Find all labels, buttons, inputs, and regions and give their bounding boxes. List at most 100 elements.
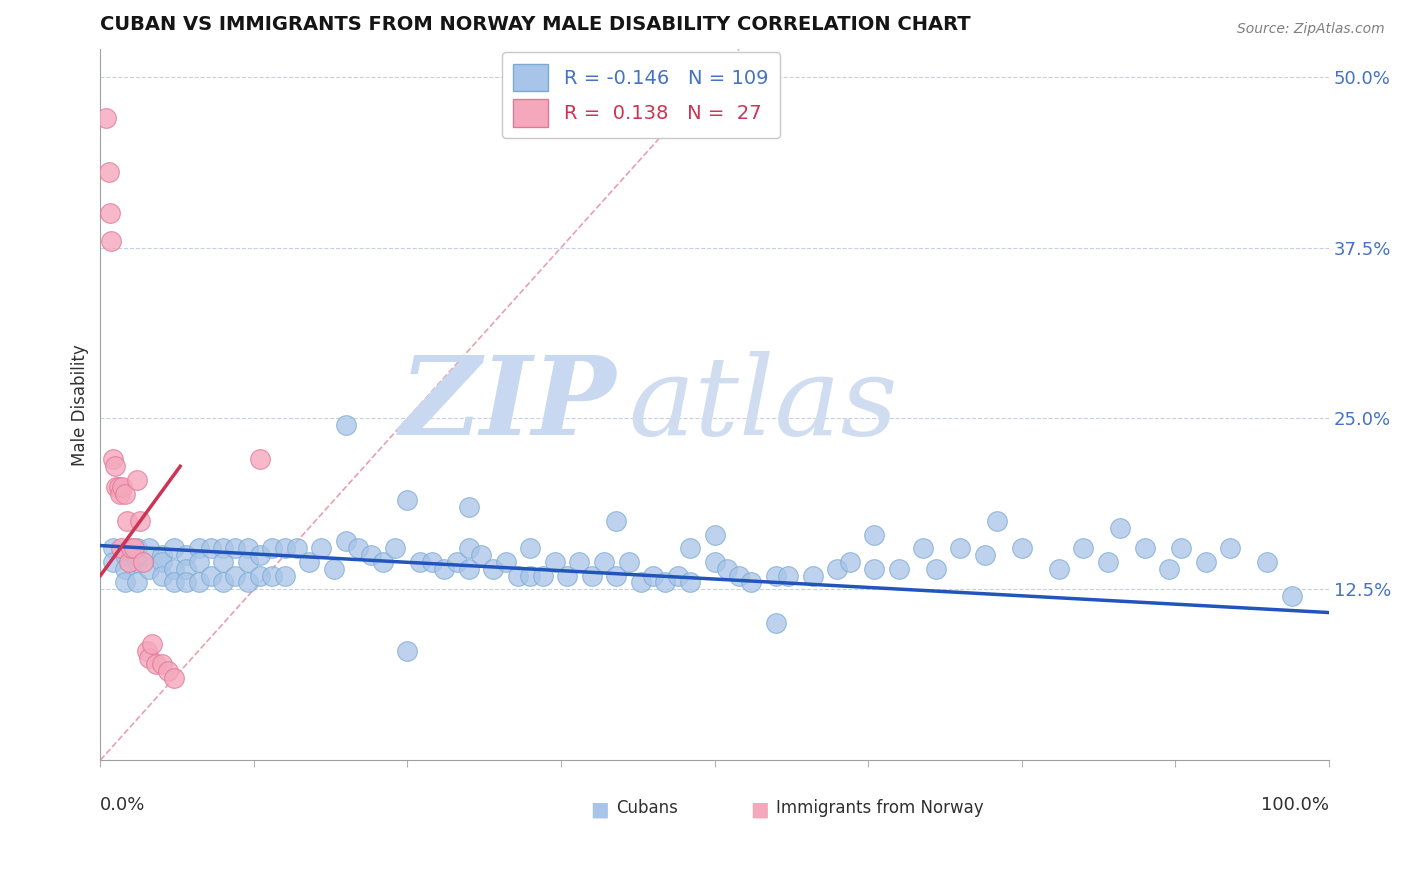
Point [519, 541, 541, 556]
Point [163, 562, 186, 576]
Point [163, 671, 186, 685]
Point [236, 555, 259, 569]
Point [163, 541, 186, 556]
Point [101, 541, 124, 556]
Point [110, 541, 132, 556]
Point [249, 568, 271, 582]
Point [212, 541, 235, 556]
Point [249, 548, 271, 562]
Point [98, 206, 121, 220]
Point [778, 568, 800, 582]
Point [132, 555, 155, 569]
Point [457, 562, 479, 576]
Point [838, 555, 860, 569]
Point [127, 575, 149, 590]
Point [262, 568, 284, 582]
Point [593, 555, 616, 569]
Text: ▪: ▪ [749, 796, 770, 825]
Point [1071, 541, 1094, 556]
Point [396, 644, 419, 658]
Point [801, 568, 824, 582]
Point [371, 555, 394, 569]
Point [187, 541, 209, 556]
Point [176, 562, 198, 576]
Text: CUBAN VS IMMIGRANTS FROM NORWAY MALE DISABILITY CORRELATION CHART: CUBAN VS IMMIGRANTS FROM NORWAY MALE DIS… [100, 15, 972, 34]
Text: 100.0%: 100.0% [1261, 796, 1329, 814]
Point [703, 527, 725, 541]
Point [863, 527, 886, 541]
Point [107, 480, 129, 494]
Point [457, 500, 479, 515]
Point [765, 568, 787, 582]
Point [138, 562, 160, 576]
Point [273, 541, 295, 556]
Point [105, 480, 128, 494]
Point [128, 514, 150, 528]
Point [311, 541, 333, 556]
Point [1219, 541, 1241, 556]
Point [224, 568, 246, 582]
Point [1195, 555, 1218, 569]
Point [114, 486, 136, 500]
Point [111, 480, 134, 494]
Point [108, 486, 131, 500]
Point [679, 541, 702, 556]
Point [163, 575, 186, 590]
Point [1256, 555, 1278, 569]
Point [236, 575, 259, 590]
Point [262, 541, 284, 556]
Point [1281, 589, 1303, 603]
Point [120, 541, 142, 556]
Point [335, 534, 357, 549]
Point [470, 548, 492, 562]
Point [117, 514, 139, 528]
Point [568, 555, 591, 569]
Point [630, 575, 652, 590]
Point [986, 514, 1008, 528]
Point [457, 541, 479, 556]
Point [728, 568, 751, 582]
Point [679, 575, 702, 590]
Point [298, 555, 321, 569]
Point [114, 575, 136, 590]
Point [127, 555, 149, 569]
Point [335, 418, 357, 433]
Point [887, 562, 910, 576]
Point [187, 575, 209, 590]
Point [249, 452, 271, 467]
Point [236, 541, 259, 556]
Point [1011, 541, 1033, 556]
Point [827, 562, 849, 576]
Point [420, 555, 443, 569]
Point [100, 234, 122, 248]
Point [384, 541, 406, 556]
Point [924, 562, 946, 576]
Point [176, 548, 198, 562]
Point [101, 555, 124, 569]
Text: Cubans: Cubans [616, 799, 678, 817]
Point [949, 541, 972, 556]
Point [409, 555, 432, 569]
Point [605, 514, 627, 528]
Point [96, 111, 118, 125]
Point [122, 541, 145, 556]
Point [114, 562, 136, 576]
Point [1170, 541, 1192, 556]
Point [101, 452, 124, 467]
Point [322, 562, 344, 576]
Point [187, 555, 209, 569]
Point [617, 555, 640, 569]
Point [495, 555, 517, 569]
Point [97, 165, 120, 179]
Point [150, 548, 173, 562]
Point [643, 568, 665, 582]
Point [396, 493, 419, 508]
Point [136, 644, 159, 658]
Point [200, 541, 222, 556]
Point [150, 555, 173, 569]
Point [114, 548, 136, 562]
Point [273, 568, 295, 582]
Point [150, 568, 173, 582]
Point [446, 555, 468, 569]
Point [212, 575, 235, 590]
